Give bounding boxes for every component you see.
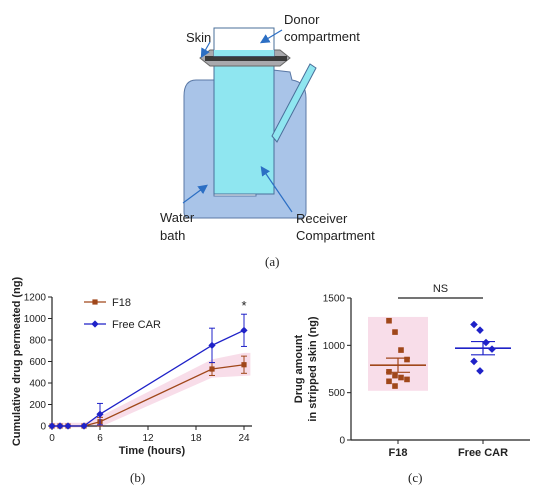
data-point bbox=[96, 410, 104, 418]
water-bath bbox=[183, 67, 307, 219]
y-tick-label: 1200 bbox=[24, 293, 47, 304]
x-tick-label: 6 bbox=[97, 433, 103, 444]
highlight-band bbox=[52, 352, 251, 429]
data-point bbox=[80, 422, 88, 430]
caption-b: (b) bbox=[130, 470, 145, 485]
data-point bbox=[209, 366, 215, 372]
y-tick-label: 600 bbox=[29, 357, 46, 368]
data-point bbox=[470, 320, 478, 329]
data-point bbox=[488, 345, 496, 353]
y-tick-label: 0 bbox=[40, 422, 46, 433]
donor-inner-top bbox=[214, 50, 274, 56]
data-point bbox=[398, 347, 404, 353]
x-axis-title: Time (hours) bbox=[119, 445, 186, 457]
data-point bbox=[482, 338, 490, 347]
chart-c: 0 500 1000 1500 Drug amount in stripped skin … bbox=[293, 283, 530, 459]
receiver-compartment bbox=[213, 57, 275, 195]
caption-a: (a) bbox=[265, 254, 279, 269]
data-point bbox=[64, 422, 72, 430]
skin-arrow bbox=[200, 41, 211, 59]
donor-arrow bbox=[259, 29, 283, 44]
caption-c: (c) bbox=[408, 470, 422, 485]
legend-label: F18 bbox=[112, 297, 131, 309]
water-arrow bbox=[182, 184, 208, 204]
y-tick-label: 1500 bbox=[323, 294, 346, 305]
y-tick-label: 1000 bbox=[323, 341, 346, 352]
water-label-line2: bath bbox=[160, 228, 185, 243]
data-point bbox=[208, 341, 216, 349]
data-point bbox=[398, 374, 404, 381]
data-point bbox=[241, 362, 247, 368]
series-line-free-car bbox=[52, 329, 245, 427]
data-point bbox=[404, 356, 410, 363]
highlight-band bbox=[368, 316, 428, 391]
x-tick-label: 24 bbox=[238, 433, 250, 444]
water-label-line1: Water bbox=[160, 210, 195, 225]
skin-membrane bbox=[205, 56, 287, 61]
x-tick-label: Free CAR bbox=[458, 447, 508, 459]
data-point bbox=[392, 372, 398, 379]
y-axis-title: Cumulative drug permeated (ng) bbox=[11, 277, 23, 447]
y-tick-label: 800 bbox=[29, 336, 46, 347]
chart-b: 0 200 400 600 800 1000 1200 0 6 12 18 24 Time (hours… bbox=[11, 277, 252, 457]
data-point bbox=[386, 317, 392, 324]
sampling-arm bbox=[271, 63, 317, 143]
y-axis-title-line2: in stripped skin (ng) bbox=[307, 316, 319, 421]
ns-label: NS bbox=[433, 283, 448, 295]
data-point bbox=[476, 326, 484, 334]
data-point bbox=[56, 422, 64, 430]
x-tick-label: F18 bbox=[389, 447, 408, 459]
data-point bbox=[476, 367, 484, 375]
legend-marker bbox=[91, 320, 99, 328]
x-tick-label: 0 bbox=[49, 433, 55, 444]
legend-marker bbox=[92, 299, 98, 305]
y-tick-label: 200 bbox=[29, 400, 46, 411]
skin-label: Skin bbox=[186, 30, 211, 45]
data-point bbox=[240, 326, 248, 334]
y-tick-label: 0 bbox=[339, 436, 345, 447]
receiver-arrow bbox=[260, 166, 293, 213]
y-tick-label: 400 bbox=[29, 379, 46, 390]
data-point bbox=[470, 357, 478, 366]
x-tick-label: 18 bbox=[190, 433, 202, 444]
receiver-label-line2: Compartment bbox=[296, 228, 375, 243]
data-point bbox=[48, 422, 56, 430]
y-axis-title-line1: Drug amount bbox=[293, 334, 305, 403]
donor-label-line1: Donor bbox=[284, 12, 320, 27]
data-point bbox=[386, 378, 392, 385]
legend-label: Free CAR bbox=[112, 319, 161, 331]
x-tick-label: 12 bbox=[142, 433, 154, 444]
franz-cell-diagram: Skin Donor compartment Water bath Receiv… bbox=[160, 12, 375, 243]
significance-marker: * bbox=[241, 298, 246, 313]
data-point bbox=[392, 383, 398, 389]
donor-label-line2: compartment bbox=[284, 29, 360, 44]
y-tick-label: 1000 bbox=[24, 314, 47, 325]
y-tick-label: 500 bbox=[328, 388, 345, 399]
data-point bbox=[404, 376, 410, 383]
receiver-label-line1: Receiver bbox=[296, 211, 348, 226]
data-point bbox=[392, 329, 398, 335]
